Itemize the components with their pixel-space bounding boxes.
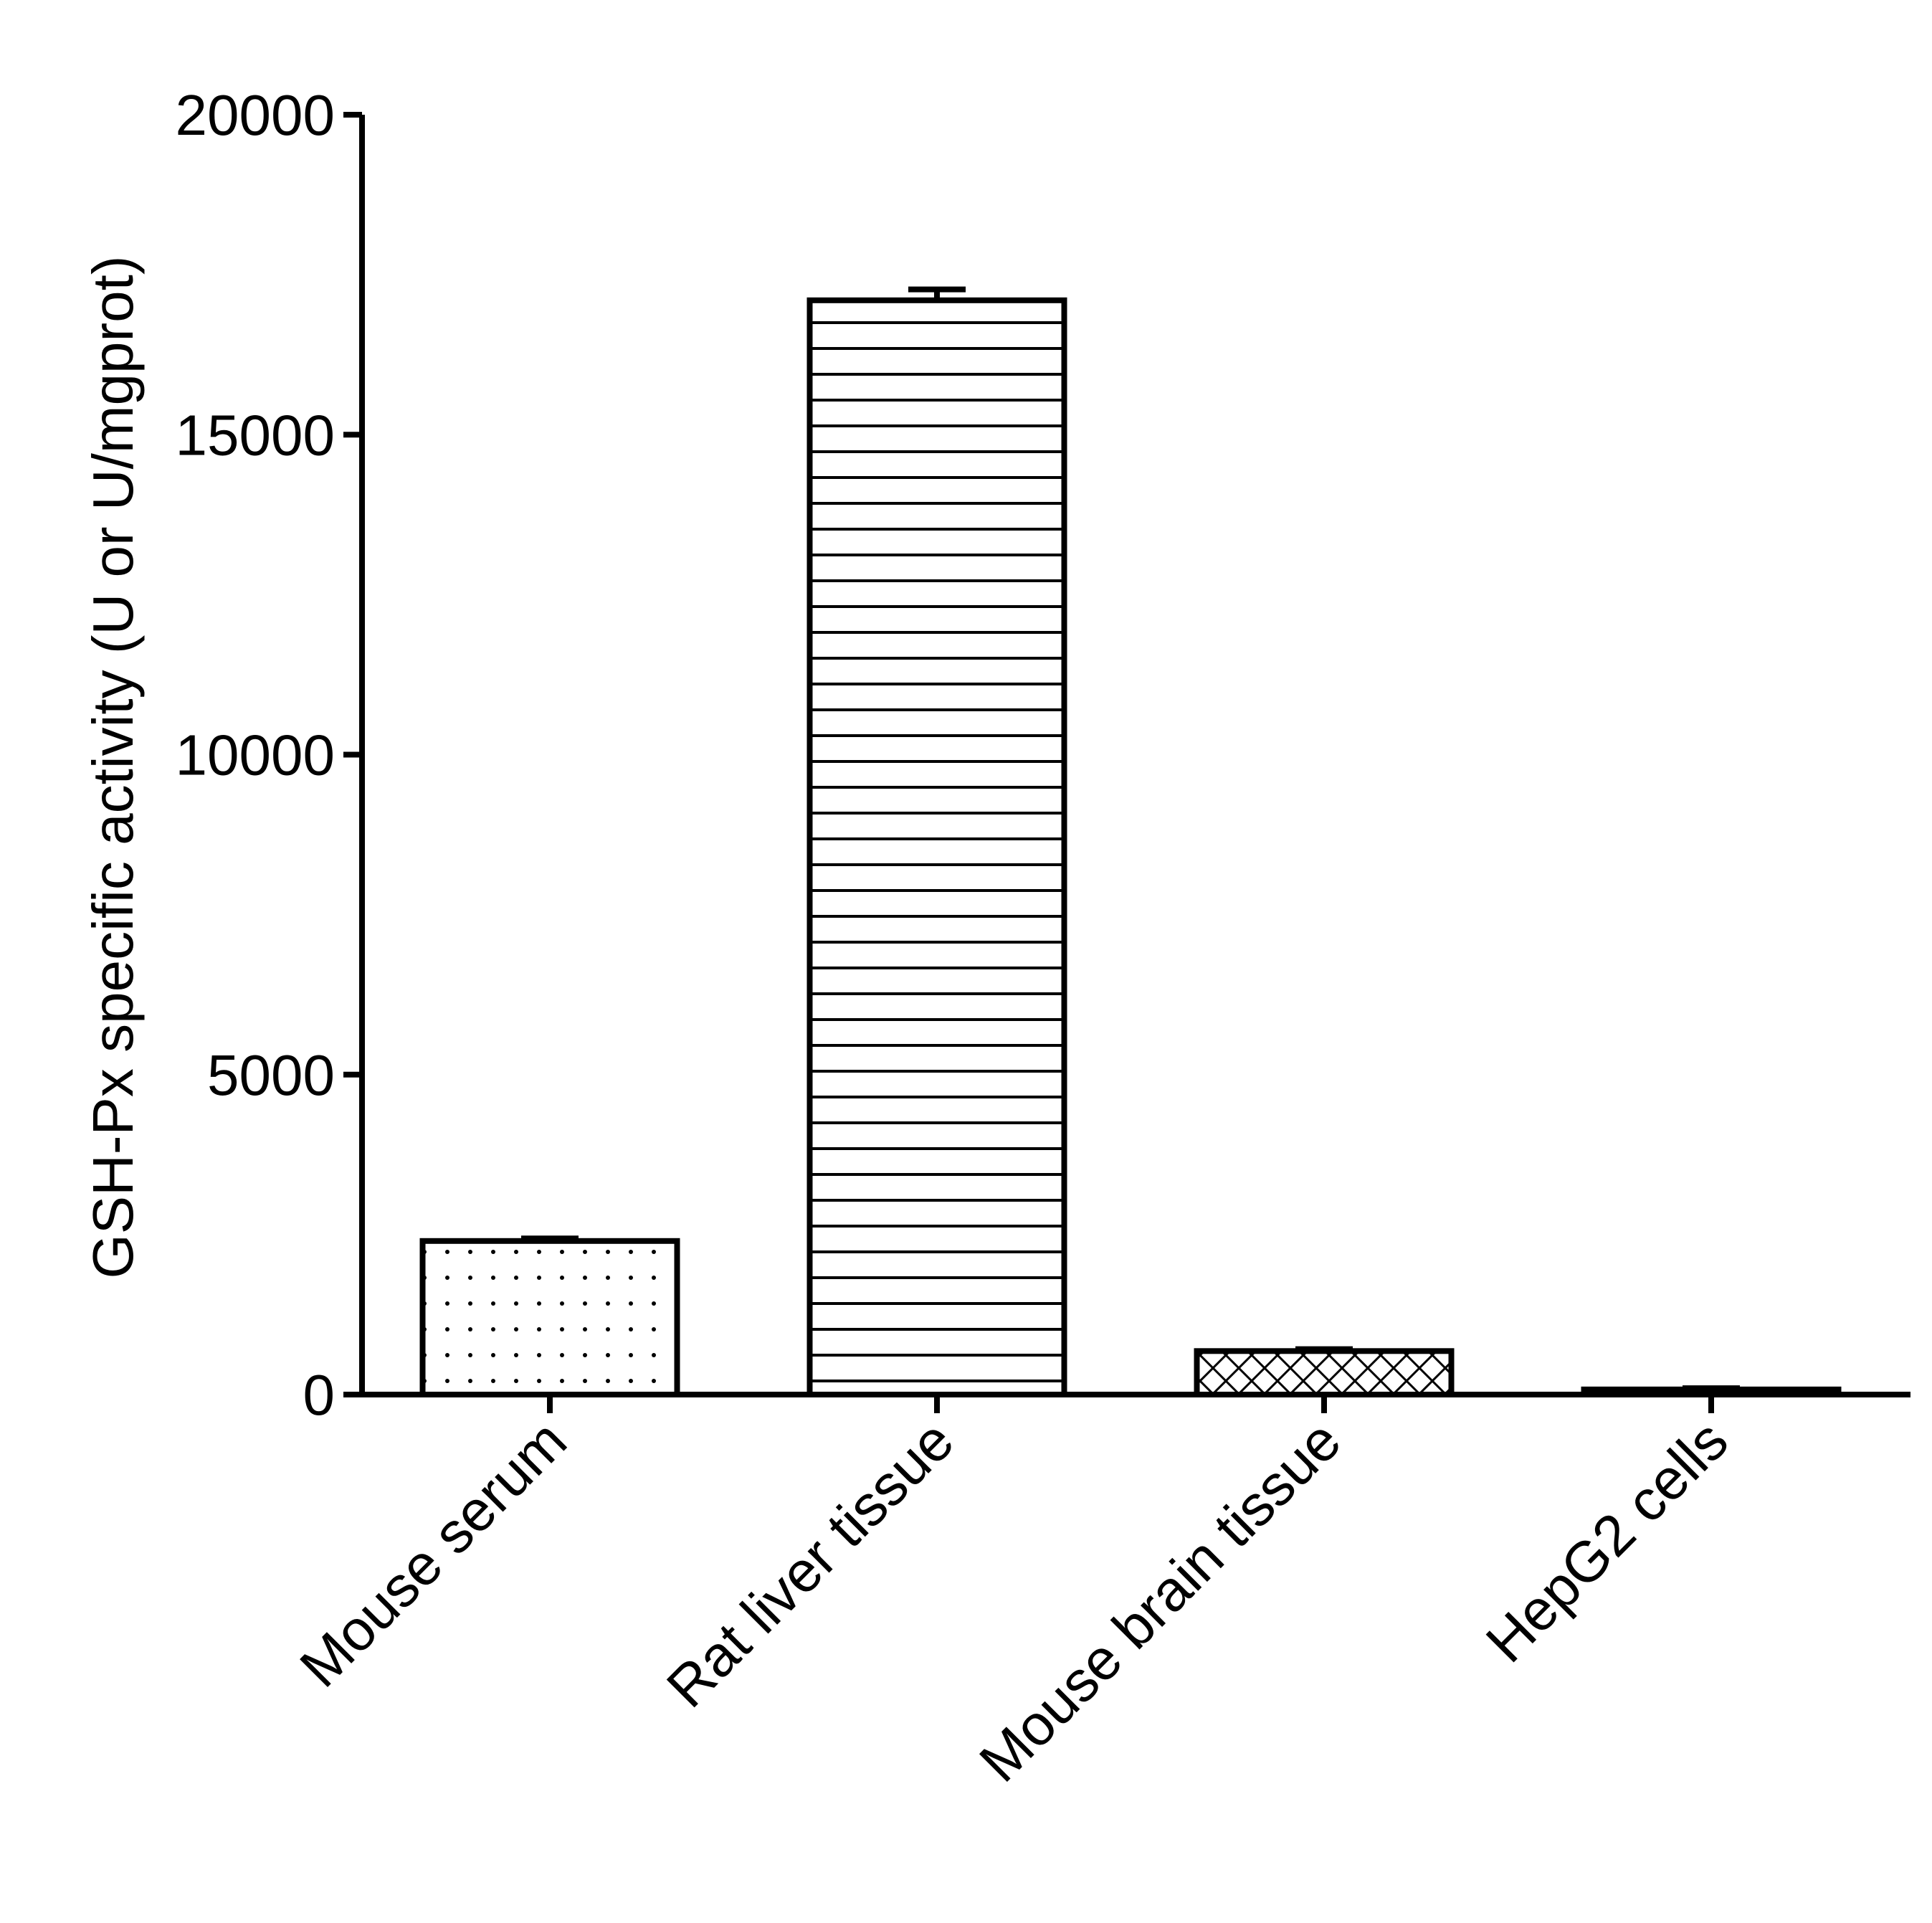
y-tick-label: 0 xyxy=(303,1363,336,1427)
bar xyxy=(806,297,1067,1398)
x-category-label: HepG2 cells xyxy=(1474,1408,1740,1674)
x-category-label: Mouse serum xyxy=(287,1408,579,1699)
y-tick-label: 15000 xyxy=(176,403,335,467)
y-axis-title: GSH-Px specific activity (U or U/mgprot) xyxy=(81,256,145,1279)
bar xyxy=(419,1238,680,1398)
x-category-label: Rat liver tissue xyxy=(655,1408,966,1719)
y-axis-ticks: 0 5000 10000 15000 20000 xyxy=(176,83,362,1427)
bars xyxy=(419,286,1842,1398)
x-axis-ticks: Mouse serum Rat liver tissue Mouse brain t… xyxy=(287,1395,1740,1794)
y-tick-label: 10000 xyxy=(176,723,335,787)
bar xyxy=(1194,1348,1455,1398)
x-category-label: Mouse brain tissue xyxy=(967,1408,1353,1794)
y-tick-label: 20000 xyxy=(176,83,335,147)
y-tick-label: 5000 xyxy=(207,1043,335,1107)
